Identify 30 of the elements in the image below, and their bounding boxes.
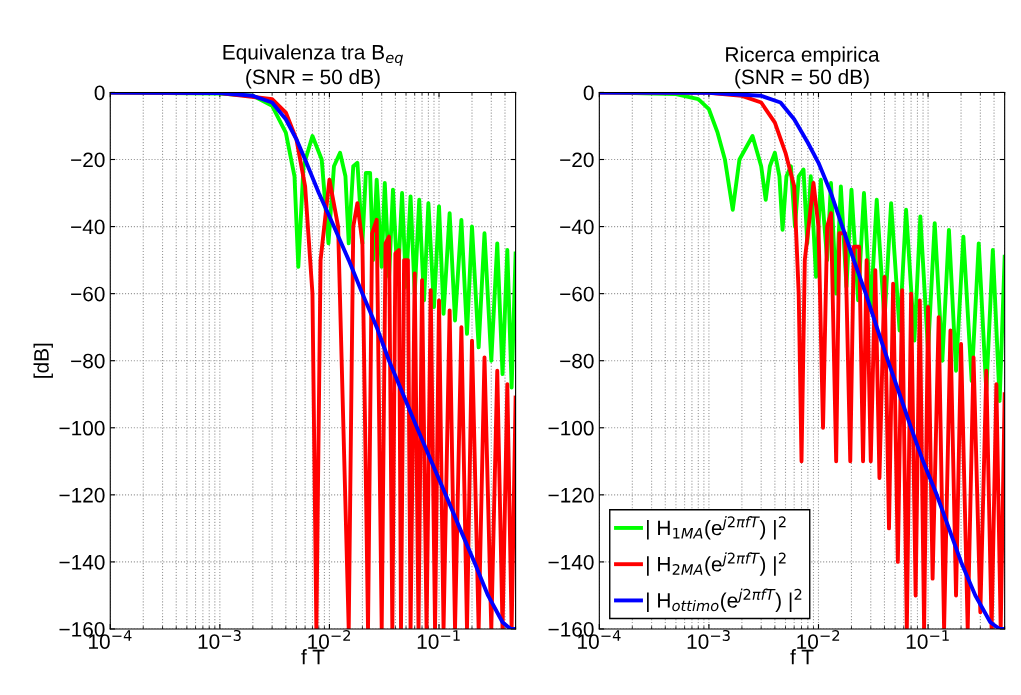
y-tick-label: −20: [71, 152, 105, 168]
y-tick-label: 0: [583, 85, 594, 101]
y-tick-label: −40: [71, 219, 105, 235]
y-tick-label: −80: [560, 353, 594, 369]
y-axis-title: [dB]: [33, 343, 53, 378]
x-tick-label: 10$^{−2}$: [308, 629, 351, 649]
x-tick-label: 10$^{−1}$: [906, 630, 949, 649]
legend-label: | H$_{2MA}$(e$^{j2πfT}$) |$^{2}$: [647, 552, 786, 576]
x-tick-label: 10$^{−2}$: [797, 629, 840, 649]
y-tick-label: −60: [560, 286, 594, 302]
y-tick-label: −100: [548, 420, 594, 436]
y-tick-label: −80: [71, 353, 105, 369]
y-tick-label: −120: [59, 487, 105, 503]
x-tick-label: 10$^{−3}$: [687, 629, 730, 649]
y-tick-label: −40: [560, 219, 594, 235]
x-axis-title: f T: [790, 649, 814, 665]
y-tick-label: −140: [548, 554, 594, 570]
y-tick-label: −140: [59, 554, 105, 570]
x-axis-title: f T: [301, 649, 325, 665]
y-tick-label: −20: [560, 152, 594, 168]
y-tick-label: 0: [94, 85, 105, 101]
x-tick-label: 10$^{−3}$: [198, 629, 241, 649]
y-tick-label: −60: [71, 286, 105, 302]
chart-title: Ricerca empirica (SNR = 50 dB): [726, 46, 880, 89]
legend-label: | H$_{1MA}$(e$^{j2πfT}$) |$^{2}$: [647, 516, 786, 540]
x-tick-label: 10$^{−1}$: [417, 630, 460, 649]
legend-label: | H$_{ottimo}$(e$^{j2πfT}$) |$^{2}$: [647, 588, 802, 613]
y-tick-label: −120: [548, 487, 594, 503]
y-tick-label: −100: [59, 420, 105, 436]
chart-title: Equivalenza tra B$_{eq}$ (SNR = 50 dB): [223, 44, 403, 89]
